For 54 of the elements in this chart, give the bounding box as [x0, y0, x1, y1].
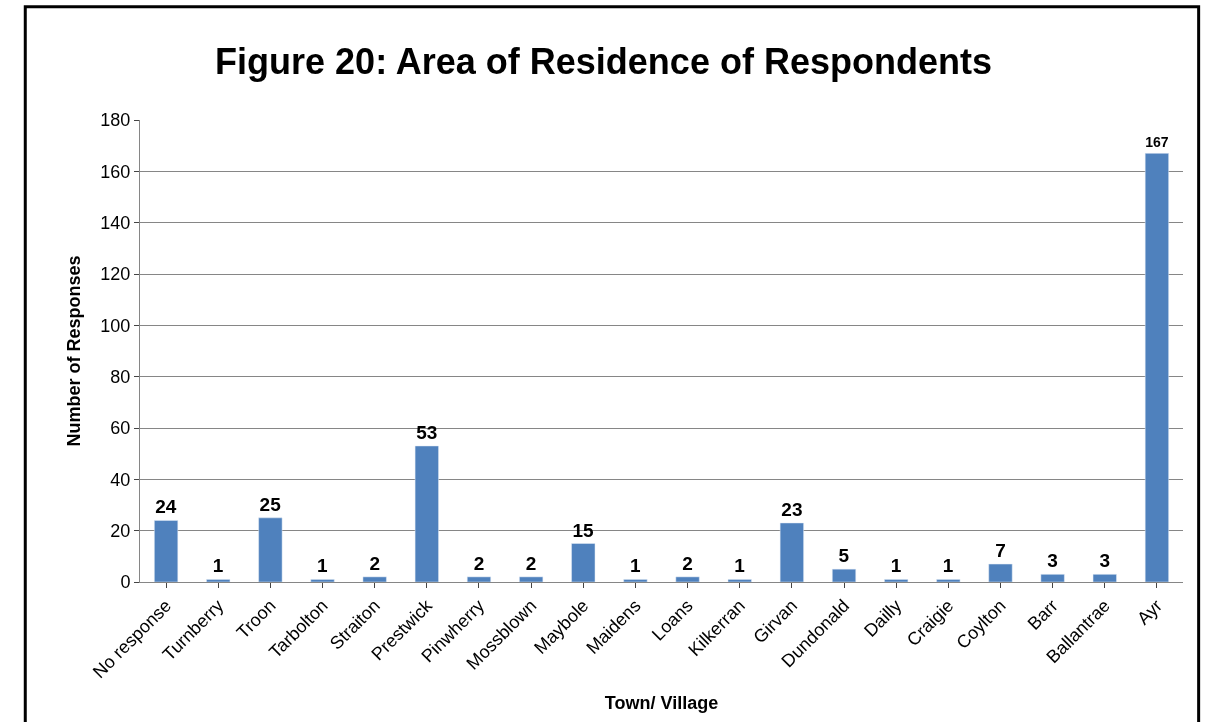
- bar: [362, 576, 387, 582]
- y-tick-label: 60: [110, 418, 131, 439]
- data-label: 1: [734, 555, 746, 577]
- bar: [466, 576, 491, 582]
- bar: [1144, 153, 1169, 582]
- y-tick-label: 40: [110, 469, 131, 490]
- bar: [988, 563, 1013, 582]
- bar: [779, 522, 804, 582]
- bar: [571, 543, 596, 582]
- bar: [936, 579, 961, 582]
- data-label: 25: [259, 493, 282, 515]
- x-tick-label: Ayr: [1133, 595, 1167, 629]
- data-label: 53: [416, 421, 438, 443]
- bar: [414, 445, 439, 582]
- data-label: 1: [942, 555, 954, 577]
- bar: [727, 579, 752, 582]
- data-label: 1: [890, 555, 902, 577]
- data-label: 1: [629, 555, 641, 577]
- y-tick-label: 20: [110, 520, 131, 541]
- y-tick-label: 80: [110, 366, 131, 387]
- bar: [258, 517, 283, 582]
- y-tick-label: 120: [100, 264, 131, 285]
- y-tick-label: 100: [100, 315, 131, 336]
- data-label: 1: [212, 555, 224, 577]
- data-label: 2: [525, 552, 537, 574]
- y-tick-label: 160: [100, 161, 131, 182]
- chart-title: Figure 20: Area of Residence of Respondents: [215, 40, 992, 82]
- y-tick-label: 180: [100, 110, 131, 131]
- y-tick-label: 0: [120, 572, 131, 593]
- data-label: 2: [473, 552, 485, 574]
- bar: [675, 576, 700, 582]
- data-label: 3: [1099, 550, 1111, 572]
- bar: [519, 576, 544, 582]
- data-label: 5: [838, 545, 850, 567]
- data-label: 3: [1047, 550, 1058, 572]
- data-label: 23: [781, 498, 803, 520]
- x-axis-title: Town/ Village: [604, 693, 719, 714]
- bar: [623, 579, 648, 582]
- bar: [1040, 574, 1065, 582]
- data-label: 1: [317, 555, 329, 577]
- bar: [832, 568, 857, 582]
- bar: [154, 520, 179, 582]
- bar: [310, 579, 335, 582]
- y-tick-label: 140: [100, 212, 131, 233]
- y-axis-title: Number of Responses: [63, 255, 84, 447]
- data-label: 7: [995, 540, 1006, 562]
- data-label: 24: [155, 496, 177, 518]
- bar: [884, 579, 909, 582]
- bar: [1092, 574, 1117, 582]
- data-label: 167: [1145, 134, 1169, 151]
- data-label: 2: [369, 552, 380, 574]
- bar: [206, 579, 231, 582]
- data-label: 2: [682, 552, 693, 574]
- data-label: 15: [572, 519, 595, 541]
